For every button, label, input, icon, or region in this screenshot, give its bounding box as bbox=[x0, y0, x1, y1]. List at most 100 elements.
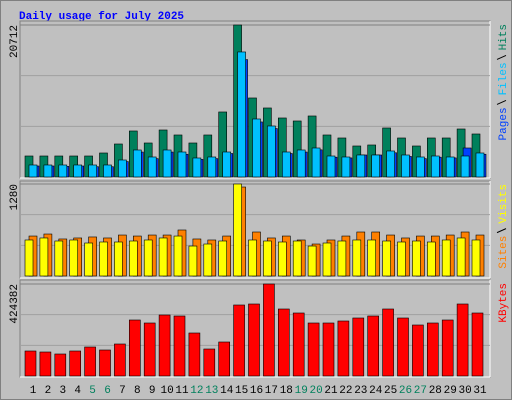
bar bbox=[114, 343, 126, 377]
bar bbox=[292, 240, 302, 277]
x-tick-label: 31 bbox=[473, 385, 487, 397]
x-tick-label: 29 bbox=[444, 385, 457, 397]
bar bbox=[237, 51, 246, 178]
bar bbox=[162, 149, 172, 178]
bar bbox=[99, 349, 111, 377]
bar bbox=[233, 183, 242, 277]
bar bbox=[173, 315, 186, 377]
bar bbox=[412, 240, 421, 277]
bar bbox=[88, 164, 97, 178]
bar bbox=[382, 240, 391, 277]
x-tick-label: 18 bbox=[280, 385, 293, 397]
bar bbox=[114, 241, 123, 277]
bar bbox=[367, 239, 377, 277]
bar bbox=[177, 151, 187, 178]
x-tick-label: 24 bbox=[369, 385, 383, 397]
x-tick-label: 12 bbox=[190, 385, 203, 397]
bar bbox=[129, 240, 138, 277]
bar bbox=[322, 242, 332, 277]
legend-separator bbox=[496, 54, 507, 60]
bar bbox=[73, 164, 82, 178]
bar bbox=[277, 241, 287, 277]
bar bbox=[252, 118, 261, 178]
bar bbox=[173, 235, 183, 277]
chart-title: Daily usage for July 2025 bbox=[19, 11, 184, 23]
y-tick-label: 1280 bbox=[9, 184, 21, 210]
bar bbox=[84, 242, 93, 277]
bar bbox=[69, 239, 78, 277]
bar bbox=[426, 241, 436, 277]
legend-label: Pages bbox=[498, 107, 510, 140]
x-tick-label: 11 bbox=[175, 385, 189, 397]
bar bbox=[248, 303, 260, 377]
legend-label: Visits bbox=[498, 184, 510, 224]
bar bbox=[267, 125, 276, 178]
x-tick-label: 27 bbox=[414, 385, 427, 397]
x-tick-label: 13 bbox=[205, 385, 218, 397]
bar bbox=[471, 312, 484, 377]
x-tick-label: 19 bbox=[295, 385, 308, 397]
bar bbox=[471, 239, 481, 277]
x-tick-label: 8 bbox=[134, 385, 141, 397]
x-tick-label: 14 bbox=[220, 385, 234, 397]
bar bbox=[307, 245, 317, 277]
x-tick-label: 9 bbox=[149, 385, 156, 397]
bar bbox=[426, 322, 439, 377]
bar bbox=[277, 308, 290, 377]
bar bbox=[133, 149, 142, 178]
bar bbox=[292, 312, 305, 377]
x-tick-label: 15 bbox=[235, 385, 248, 397]
legend-label: Sites bbox=[498, 236, 510, 269]
bar bbox=[322, 322, 335, 377]
legend-separator bbox=[496, 99, 507, 105]
bar bbox=[311, 147, 321, 178]
bar bbox=[69, 350, 81, 377]
bar bbox=[416, 156, 425, 178]
x-tick-label: 28 bbox=[429, 385, 442, 397]
bar bbox=[397, 241, 406, 277]
bar bbox=[456, 237, 466, 277]
x-tick-label: 26 bbox=[399, 385, 412, 397]
bar bbox=[475, 152, 485, 178]
bar bbox=[158, 237, 168, 277]
x-tick-label: 3 bbox=[59, 385, 66, 397]
bar bbox=[218, 240, 227, 277]
bar bbox=[397, 317, 409, 377]
x-tick-label: 21 bbox=[324, 385, 338, 397]
x-tick-label: 20 bbox=[309, 385, 322, 397]
bar bbox=[158, 314, 171, 377]
x-tick-label: 10 bbox=[160, 385, 173, 397]
bar bbox=[248, 239, 257, 277]
x-tick-label: 2 bbox=[45, 385, 52, 397]
bar bbox=[203, 348, 216, 377]
bar bbox=[222, 151, 231, 178]
bar bbox=[54, 240, 64, 277]
bar bbox=[263, 240, 272, 277]
bar bbox=[143, 322, 156, 377]
bar bbox=[58, 164, 68, 178]
bar bbox=[24, 239, 34, 277]
x-tick-label: 30 bbox=[458, 385, 471, 397]
bar bbox=[84, 346, 96, 377]
bar bbox=[352, 317, 365, 377]
bar bbox=[147, 156, 157, 178]
legend-label: KBytes bbox=[498, 283, 510, 323]
bar bbox=[456, 303, 469, 377]
legend-separator bbox=[496, 228, 507, 234]
bar bbox=[103, 164, 112, 178]
x-tick-label: 16 bbox=[250, 385, 263, 397]
bar bbox=[371, 154, 381, 178]
bar bbox=[24, 350, 37, 377]
x-tick-label: 7 bbox=[119, 385, 126, 397]
bar bbox=[99, 241, 108, 277]
y-tick-label: 424382 bbox=[9, 284, 21, 324]
bar bbox=[341, 156, 351, 178]
bar bbox=[296, 149, 306, 178]
bar bbox=[401, 154, 410, 178]
y-tick-label: 20712 bbox=[9, 25, 21, 58]
bar bbox=[203, 243, 213, 277]
x-tick-label: 1 bbox=[30, 385, 37, 397]
bar bbox=[207, 156, 217, 178]
bar bbox=[54, 353, 67, 377]
legend-label: Files bbox=[498, 62, 510, 95]
